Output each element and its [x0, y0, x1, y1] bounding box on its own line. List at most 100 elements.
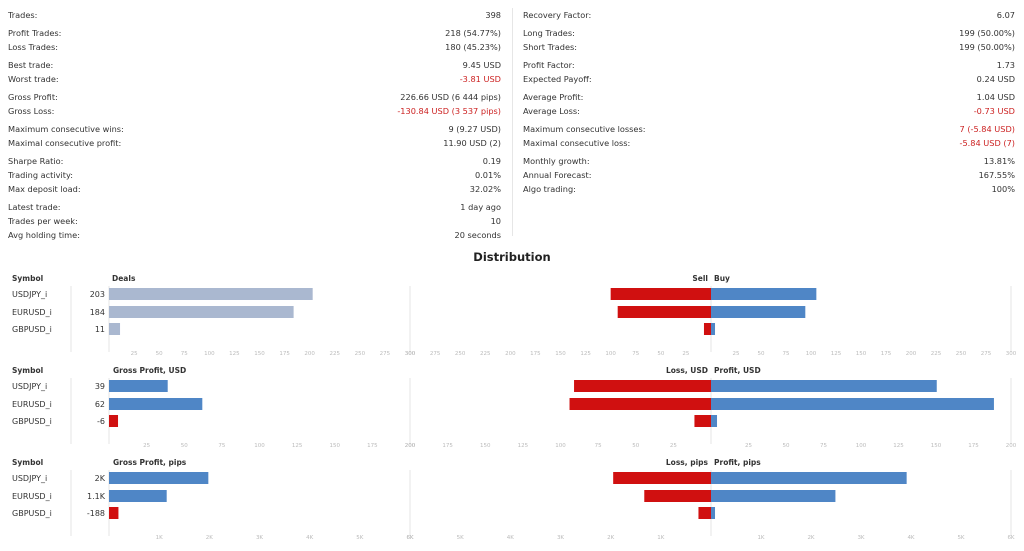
- stat-expected-payoff: Expected Payoff: 0.24 USD: [523, 72, 1015, 86]
- stat-label: Max deposit load:: [8, 184, 81, 194]
- stat-label: Average Profit:: [523, 92, 584, 102]
- stat-label: Loss Trades:: [8, 42, 58, 52]
- stat-value: -5.84 USD (7): [959, 138, 1015, 148]
- stat-worst-trade: Worst trade: -3.81 USD: [8, 72, 501, 86]
- stat-value: 13.81%: [983, 156, 1015, 166]
- left-tick-label: 25: [143, 443, 150, 449]
- stat-value: 7 (-5.84 USD): [959, 124, 1015, 134]
- stat-label: Maximum consecutive losses:: [523, 124, 646, 134]
- left-tick-label: 275: [380, 351, 391, 357]
- right-chart-header-positive: Buy: [714, 274, 730, 283]
- left-tick-label: 250: [355, 351, 366, 357]
- right-positive-bar: [711, 398, 994, 410]
- right-negative-bar: [617, 306, 711, 318]
- symbol-label: USDJPY_i: [12, 290, 47, 299]
- stat-value: 9.45 USD: [462, 60, 501, 70]
- stat-label: Avg holding time:: [8, 230, 80, 240]
- stat-best-trade: Best trade: 9.45 USD: [8, 58, 501, 72]
- right-tick-label-pos: 150: [931, 443, 942, 449]
- stat-maximal-consecutive-profit: Maximal consecutive profit: 11.90 USD (2): [8, 136, 501, 150]
- symbol-header: Symbol: [12, 458, 43, 467]
- right-positive-bar: [711, 415, 718, 427]
- stat-value: 1 day ago: [460, 202, 501, 212]
- right-tick-label-pos: 125: [893, 443, 904, 449]
- left-tick-label: 4K: [306, 535, 313, 541]
- stats-left-column: Trades: 398 Profit Trades: 218 (54.77%) Loss…: [8, 8, 501, 242]
- stat-value: 100%: [991, 184, 1015, 194]
- symbol-label: GBPUSD_i: [12, 509, 52, 518]
- stat-label: Annual Forecast:: [523, 170, 592, 180]
- stat-label: Trades:: [8, 10, 38, 20]
- right-tick-label-pos: 100: [806, 351, 817, 357]
- stat-label: Trading activity:: [8, 170, 73, 180]
- stat-profit-factor: Profit Factor: 1.73: [523, 58, 1015, 72]
- left-tick-label: 100: [204, 351, 215, 357]
- stat-label: Gross Profit:: [8, 92, 58, 102]
- right-tick-label-pos: 175: [968, 443, 979, 449]
- right-positive-bar: [711, 288, 817, 300]
- symbol-label: GBPUSD_i: [12, 417, 52, 426]
- left-tick-label: 200: [304, 351, 315, 357]
- right-tick-label-neg: 25: [670, 443, 677, 449]
- stat-trades-per-week: Trades per week: 10: [8, 214, 501, 228]
- stat-value: 226.66 USD (6 444 pips): [400, 92, 501, 102]
- stat-label: Recovery Factor:: [523, 10, 592, 20]
- right-tick-label-neg: 50: [657, 351, 664, 357]
- left-tick-label: 6K: [406, 535, 413, 541]
- row-value-label: 2K: [95, 474, 106, 483]
- stat-gross-loss: Gross Loss: -130.84 USD (3 537 pips): [8, 104, 501, 118]
- stat-label: Best trade:: [8, 60, 54, 70]
- left-tick-label: 200: [405, 443, 416, 449]
- stat-average-loss: Average Loss: -0.73 USD: [523, 104, 1015, 118]
- left-bar: [109, 507, 119, 519]
- symbol-label: GBPUSD_i: [12, 325, 52, 334]
- symbol-header: Symbol: [12, 274, 43, 283]
- stat-sharpe-ratio: Sharpe Ratio: 0.19: [8, 154, 501, 168]
- left-bar: [109, 288, 313, 300]
- left-bar: [109, 306, 294, 318]
- symbol-label: EURUSD_i: [12, 492, 52, 501]
- stat-monthly-growth: Monthly growth: 13.81%: [523, 154, 1015, 168]
- right-tick-label-neg: 25: [682, 351, 689, 357]
- row-value-label: -6: [97, 417, 105, 426]
- right-negative-bar: [698, 507, 711, 519]
- stat-maximal-consecutive-loss: Maximal consecutive loss: -5.84 USD (7): [523, 136, 1015, 150]
- stat-maximum-consecutive-losses: Maximum consecutive losses: 7 (-5.84 USD): [523, 122, 1015, 136]
- row-value-label: 39: [95, 382, 105, 391]
- right-negative-bar: [644, 490, 711, 502]
- row-value-label: 62: [95, 400, 105, 409]
- stat-label: Expected Payoff:: [523, 74, 592, 84]
- right-tick-label-pos: 225: [931, 351, 942, 357]
- right-tick-label-pos: 50: [758, 351, 765, 357]
- row-value-label: -188: [87, 509, 105, 518]
- stat-value: 398: [485, 10, 501, 20]
- right-negative-bar: [569, 398, 711, 410]
- right-chart-header-negative: Loss, pips: [666, 458, 709, 467]
- stat-recovery-factor: Recovery Factor: 6.07: [523, 8, 1015, 22]
- stat-label: Long Trades:: [523, 28, 575, 38]
- right-negative-bar: [574, 380, 711, 392]
- stat-label: Profit Trades:: [8, 28, 62, 38]
- left-tick-label: 175: [279, 351, 290, 357]
- stat-annual-forecast: Annual Forecast: 167.55%: [523, 168, 1015, 182]
- stat-maximum-consecutive-wins: Maximum consecutive wins: 9 (9.27 USD): [8, 122, 501, 136]
- right-tick-label-pos: 25: [745, 443, 752, 449]
- right-tick-label-neg: 125: [518, 443, 529, 449]
- right-tick-label-pos: 75: [820, 443, 827, 449]
- right-tick-label-pos: 175: [881, 351, 892, 357]
- stat-trades: Trades: 398: [8, 8, 501, 22]
- stat-value: -130.84 USD (3 537 pips): [397, 106, 501, 116]
- right-tick-label-pos: 1K: [757, 535, 764, 541]
- right-tick-label-neg: 100: [555, 443, 566, 449]
- stat-long-trades: Long Trades: 199 (50.00%): [523, 26, 1015, 40]
- stat-value: 1.73: [996, 60, 1015, 70]
- left-tick-label: 125: [229, 351, 240, 357]
- left-tick-label: 225: [330, 351, 341, 357]
- stat-trading-activity: Trading activity: 0.01%: [8, 168, 501, 182]
- right-tick-label-pos: 5K: [957, 535, 964, 541]
- symbol-label: EURUSD_i: [12, 308, 52, 317]
- right-negative-bar: [613, 472, 711, 484]
- stat-label: Maximum consecutive wins:: [8, 124, 124, 134]
- right-tick-label-neg: 100: [605, 351, 616, 357]
- right-negative-bar: [610, 288, 711, 300]
